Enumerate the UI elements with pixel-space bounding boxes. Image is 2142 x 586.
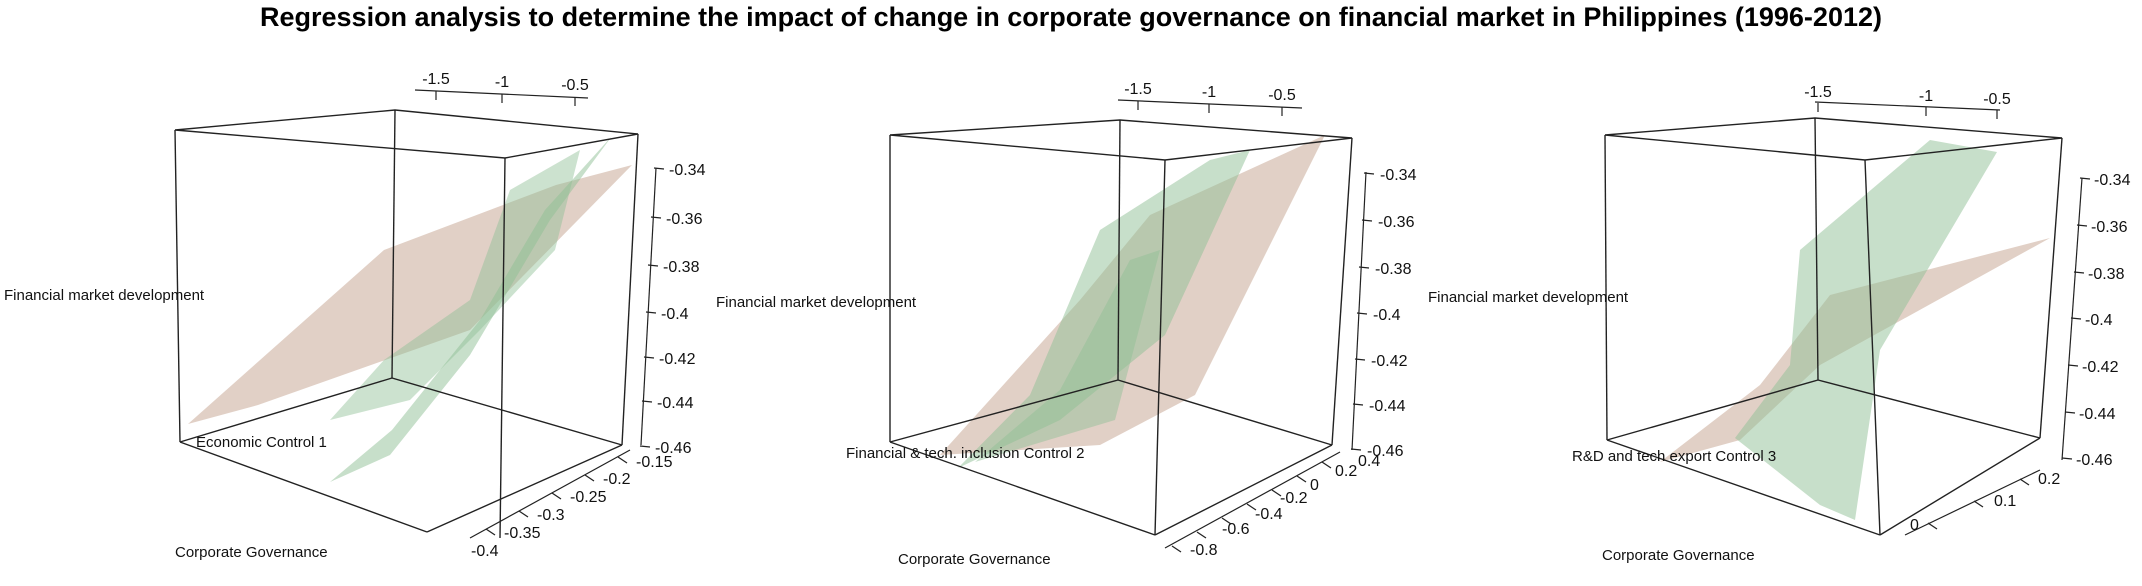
z-tick-label: -0.36 (666, 211, 703, 228)
x-axis-label: Corporate Governance (898, 551, 1051, 568)
depth-tick-label: -0.2 (603, 471, 631, 488)
z-tick-label: -0.36 (2091, 219, 2128, 236)
z-tick-label: -0.44 (657, 395, 694, 412)
top-tick-label: -1 (1202, 84, 1216, 101)
z-axis-label: Financial market development (4, 287, 205, 304)
z-tick-label: -0.46 (655, 440, 692, 457)
depth-axis (1904, 469, 2041, 536)
z-tick-label: -0.34 (1380, 167, 1417, 184)
regression-plane-green-2 (975, 250, 1160, 462)
z-tick-label: -0.38 (2088, 266, 2125, 283)
top-tick-label: -1 (1919, 88, 1933, 105)
depth-tick-label: 0 (1910, 517, 1919, 534)
top-tick-label: -0.5 (1268, 87, 1296, 104)
z-tick-label: -0.38 (663, 259, 700, 276)
depth-tick-label: 0 (1310, 477, 1319, 494)
z-tick-label: -0.42 (659, 351, 696, 368)
depth-tick-label: -0.4 (1255, 506, 1283, 523)
regression-plane-tan (188, 165, 632, 424)
regression-plane-green (330, 136, 612, 482)
z-axis (1350, 171, 1375, 451)
regression-plane-tan (1660, 238, 2050, 462)
chart-title: Regression analysis to determine the imp… (260, 2, 1882, 32)
depth-axis (1164, 451, 1341, 553)
depth-tick-label: -0.8 (1190, 542, 1218, 559)
regression-plane-green (1735, 140, 1997, 520)
z-tick-label: -0.38 (1375, 261, 1412, 278)
z-axis (639, 167, 665, 448)
x-axis-label: Corporate Governance (175, 544, 328, 561)
y-axis-label: Economic Control 1 (196, 434, 327, 451)
bounding-box (174, 109, 639, 539)
z-tick-label: -0.34 (669, 162, 706, 179)
z-tick-label: -0.4 (2085, 312, 2113, 329)
depth-tick-label: -0.3 (537, 507, 565, 524)
regression-plane-green (958, 150, 1250, 468)
top-tick-label: -1.5 (1124, 81, 1152, 98)
y-axis-label: Financial & tech. inclusion Control 2 (846, 445, 1084, 462)
z-tick-label: -0.44 (2079, 406, 2116, 423)
top-tick-label: -1.5 (1804, 84, 1832, 101)
z-tick-label: -0.42 (1371, 353, 1408, 370)
panel-2: -1.5 -1 -0.5 -0.34 -0.36 -0.38 -0.4 -0.4… (716, 81, 1417, 568)
depth-tick-label: 0.2 (2038, 471, 2060, 488)
top-tick-label: -1 (495, 74, 509, 91)
depth-tick-label: 0.2 (1335, 463, 1357, 480)
z-tick-label: -0.42 (2082, 359, 2119, 376)
depth-tick-label: -0.15 (636, 454, 673, 471)
depth-axis (469, 449, 631, 539)
z-axis-label: Financial market development (1428, 289, 1629, 306)
top-axis (1117, 99, 1303, 116)
z-tick-label: -0.4 (1373, 307, 1401, 324)
z-tick-label: -0.4 (661, 306, 689, 323)
top-tick-label: -0.5 (1983, 91, 2011, 108)
bounding-box (889, 119, 1353, 536)
z-tick-label: -0.46 (2076, 452, 2113, 469)
depth-tick-label: -0.35 (504, 525, 541, 542)
panel-3: -1.5 -1 -0.5 -0.34 -0.36 -0.38 -0.4 -0.4… (1428, 84, 2131, 564)
depth-tick-label: -0.4 (471, 543, 499, 560)
z-tick-label: -0.46 (1367, 443, 1404, 460)
z-tick-label: -0.36 (1378, 214, 1415, 231)
depth-tick-label: 0.4 (1358, 453, 1380, 470)
depth-tick-label: -0.6 (1222, 521, 1250, 538)
z-axis-label: Financial market development (716, 294, 917, 311)
depth-tick-label: -0.25 (570, 489, 607, 506)
regression-plane-green-2 (330, 150, 580, 420)
z-axis (2061, 177, 2091, 461)
top-tick-label: -0.5 (561, 77, 589, 94)
top-axis (1814, 101, 2001, 119)
y-axis-label: R&D and tech export Control 3 (1572, 448, 1776, 465)
depth-tick-label: 0.1 (1994, 493, 2016, 510)
panel-1: -1.5 -1 -0.5 -0.34 -0.36 -0.38 -0.4 -0.4… (4, 71, 706, 561)
bounding-box (1604, 117, 2063, 536)
x-axis-label: Corporate Governance (1602, 547, 1755, 564)
z-tick-label: -0.34 (2094, 172, 2131, 189)
depth-tick-label: -0.2 (1280, 490, 1308, 507)
z-tick-label: -0.44 (1369, 398, 1406, 415)
top-axis (414, 89, 589, 106)
top-tick-label: -1.5 (422, 71, 450, 88)
